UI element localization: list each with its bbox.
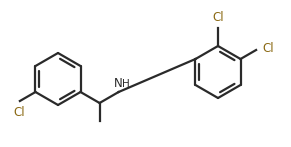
Text: N: N (114, 77, 123, 90)
Text: Cl: Cl (13, 106, 25, 119)
Text: Cl: Cl (212, 11, 224, 24)
Text: H: H (122, 79, 129, 89)
Text: Cl: Cl (262, 41, 274, 55)
